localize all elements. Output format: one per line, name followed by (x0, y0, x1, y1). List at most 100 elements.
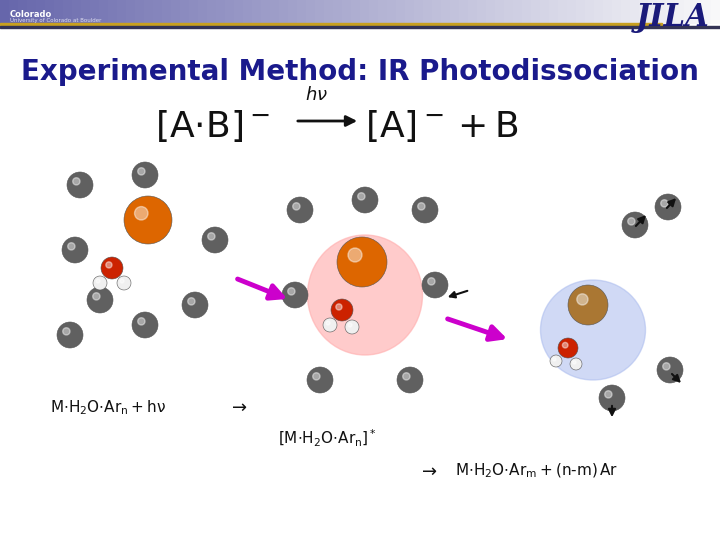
Bar (459, 0, 469, 24)
Bar (288, 0, 298, 24)
Text: Experimental Method: IR Photodissociation: Experimental Method: IR Photodissociatio… (21, 58, 699, 86)
Bar (36, 0, 46, 24)
Circle shape (422, 272, 448, 298)
Circle shape (622, 212, 648, 238)
Circle shape (553, 357, 556, 361)
Bar (117, 0, 127, 24)
Circle shape (63, 328, 70, 335)
Circle shape (287, 197, 313, 223)
Bar (99, 0, 109, 24)
Bar (621, 0, 631, 24)
Circle shape (323, 318, 337, 332)
Bar (54, 0, 64, 24)
Bar (9, 0, 19, 24)
Circle shape (93, 276, 107, 290)
Bar (576, 0, 586, 24)
Circle shape (135, 207, 148, 220)
Bar (252, 0, 262, 24)
Bar (207, 0, 217, 24)
Bar (666, 0, 676, 24)
Circle shape (312, 373, 320, 380)
Bar (630, 0, 640, 24)
Bar (72, 0, 82, 24)
Bar (495, 0, 505, 24)
Text: $\rightarrow$: $\rightarrow$ (228, 398, 248, 416)
Text: $[\mathrm{A{\cdot}B}]^-$: $[\mathrm{A{\cdot}B}]^-$ (155, 108, 270, 144)
Text: JILA: JILA (636, 2, 710, 33)
Bar (549, 0, 559, 24)
Bar (153, 0, 163, 24)
Bar (711, 0, 720, 24)
Circle shape (68, 242, 75, 250)
Circle shape (293, 202, 300, 210)
Circle shape (657, 357, 683, 383)
Bar (0, 23, 662, 26)
Bar (90, 0, 100, 24)
Bar (396, 0, 406, 24)
Circle shape (101, 257, 123, 279)
Bar (180, 0, 190, 24)
Bar (468, 0, 478, 24)
Bar (126, 0, 136, 24)
Bar (261, 0, 271, 24)
Circle shape (352, 187, 378, 213)
Circle shape (358, 193, 365, 200)
Circle shape (208, 233, 215, 240)
Bar (540, 0, 550, 24)
Bar (198, 0, 208, 24)
Circle shape (202, 227, 228, 253)
Circle shape (138, 318, 145, 325)
Bar (0, 0, 10, 24)
Circle shape (550, 355, 562, 367)
Text: $\mathrm{M{\cdot}H_2O{\cdot}Ar_m + (n\text{-}m)\,Ar}$: $\mathrm{M{\cdot}H_2O{\cdot}Ar_m + (n\te… (455, 462, 618, 481)
Circle shape (397, 367, 423, 393)
Bar (45, 0, 55, 24)
Bar (639, 0, 649, 24)
Circle shape (599, 385, 625, 411)
Bar (243, 0, 253, 24)
Bar (351, 0, 361, 24)
Bar (648, 0, 658, 24)
Bar (135, 0, 145, 24)
Bar (693, 0, 703, 24)
Bar (477, 0, 487, 24)
Circle shape (662, 363, 670, 370)
Text: $\mathrm{M{\cdot}H_2O{\cdot}Ar_n + h\nu}$: $\mathrm{M{\cdot}H_2O{\cdot}Ar_n + h\nu}… (50, 398, 166, 417)
Bar (279, 0, 289, 24)
Bar (441, 0, 451, 24)
Bar (234, 0, 244, 24)
Circle shape (562, 342, 568, 348)
Circle shape (402, 373, 410, 380)
Circle shape (412, 197, 438, 223)
Bar (486, 0, 496, 24)
Bar (144, 0, 154, 24)
Circle shape (282, 282, 308, 308)
Bar (360, 0, 370, 24)
Circle shape (661, 200, 668, 207)
Bar (504, 0, 514, 24)
Circle shape (307, 367, 333, 393)
Circle shape (326, 321, 330, 325)
Bar (0, 26, 720, 28)
Circle shape (345, 320, 359, 334)
Circle shape (138, 168, 145, 175)
Bar (315, 0, 325, 24)
Text: $[\mathrm{M{\cdot}H_2O{\cdot}Ar_n}]^*$: $[\mathrm{M{\cdot}H_2O{\cdot}Ar_n}]^*$ (278, 428, 377, 449)
Text: $h\nu$: $h\nu$ (305, 86, 328, 104)
Circle shape (655, 194, 681, 220)
Bar (405, 0, 415, 24)
Circle shape (428, 278, 435, 285)
Bar (513, 0, 523, 24)
Bar (81, 0, 91, 24)
Bar (414, 0, 424, 24)
Circle shape (87, 287, 113, 313)
Bar (522, 0, 532, 24)
Bar (702, 0, 712, 24)
Bar (225, 0, 235, 24)
Circle shape (96, 279, 100, 283)
Circle shape (331, 299, 353, 321)
Circle shape (558, 338, 578, 358)
Bar (567, 0, 577, 24)
Circle shape (132, 312, 158, 338)
Circle shape (188, 298, 195, 305)
